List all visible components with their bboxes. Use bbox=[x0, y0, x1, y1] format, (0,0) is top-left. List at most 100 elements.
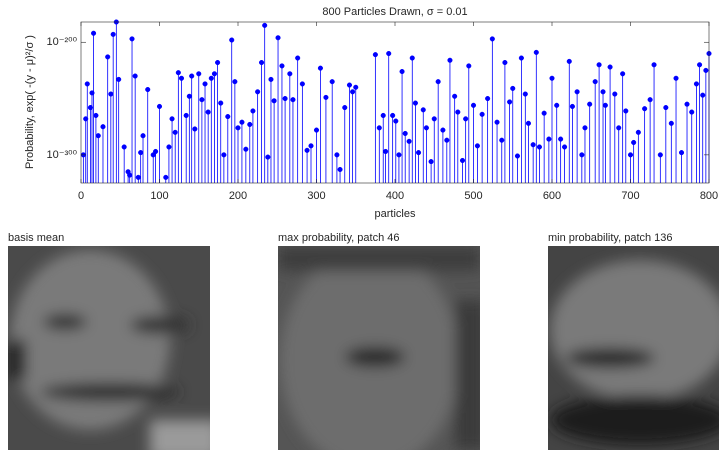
stem-marker bbox=[243, 146, 249, 152]
stem-marker bbox=[189, 73, 195, 79]
stem-marker bbox=[265, 154, 271, 160]
stem-marker bbox=[221, 152, 227, 158]
stem-marker bbox=[507, 99, 513, 105]
stem-marker bbox=[95, 133, 101, 139]
stem-marker bbox=[350, 89, 356, 95]
stem-marker bbox=[579, 152, 585, 158]
stem-marker bbox=[459, 157, 466, 164]
stem-marker bbox=[466, 63, 472, 69]
x-tick-label: 800 bbox=[700, 190, 718, 202]
stem-marker bbox=[153, 148, 159, 155]
stem-marker bbox=[558, 136, 564, 142]
stem-marker bbox=[163, 174, 169, 180]
stem-marker bbox=[110, 31, 116, 37]
stem-marker bbox=[282, 96, 288, 102]
stem-marker bbox=[279, 63, 285, 69]
stem-marker bbox=[700, 92, 706, 98]
stem-marker bbox=[275, 35, 281, 41]
stem-marker bbox=[627, 152, 634, 158]
stem-marker bbox=[522, 91, 528, 97]
stem-marker bbox=[218, 100, 224, 106]
stem-marker bbox=[616, 125, 622, 131]
stem-marker bbox=[620, 71, 626, 77]
x-axis-label: particles bbox=[375, 208, 416, 220]
stem-marker bbox=[172, 129, 178, 135]
stem-marker bbox=[239, 119, 245, 125]
stem-marker bbox=[186, 93, 192, 99]
x-tick-label: 500 bbox=[464, 190, 482, 202]
stem-marker bbox=[390, 112, 396, 118]
stem-marker bbox=[250, 108, 256, 114]
stem-marker bbox=[623, 108, 629, 114]
stem-marker bbox=[199, 97, 205, 103]
stem-marker bbox=[255, 89, 261, 95]
plot-area bbox=[81, 22, 709, 183]
image-title: min probability, patch 136 bbox=[548, 232, 673, 244]
stem-marker bbox=[574, 89, 580, 95]
image-max-probability bbox=[278, 246, 480, 450]
stem-marker bbox=[105, 54, 111, 60]
stem-marker bbox=[380, 112, 386, 118]
stem-marker bbox=[612, 91, 618, 97]
stem-marker bbox=[87, 105, 93, 111]
stem-marker bbox=[592, 79, 598, 85]
stem-marker bbox=[329, 79, 335, 85]
stem-marker bbox=[600, 89, 606, 95]
stem-marker bbox=[587, 101, 593, 107]
stem-marker bbox=[602, 102, 608, 108]
stem-marker bbox=[409, 55, 415, 61]
stem-marker bbox=[127, 172, 133, 178]
stem-marker bbox=[697, 62, 703, 68]
stem-marker bbox=[684, 101, 690, 107]
stem-marker bbox=[455, 109, 461, 115]
stem-marker bbox=[211, 71, 217, 77]
stem-marker bbox=[562, 144, 568, 150]
stem-marker bbox=[631, 139, 637, 146]
stem-marker bbox=[514, 153, 521, 159]
stem-marker bbox=[463, 116, 469, 122]
stem-marker bbox=[530, 142, 536, 148]
stem-marker bbox=[393, 118, 399, 124]
stem-marker bbox=[225, 114, 231, 120]
stem-marker bbox=[510, 85, 516, 91]
stem-marker bbox=[299, 81, 305, 87]
stem-marker bbox=[502, 59, 508, 66]
stem-marker bbox=[485, 96, 491, 102]
stem-marker bbox=[412, 100, 418, 106]
stem-marker bbox=[673, 75, 679, 81]
stem-marker bbox=[416, 150, 422, 156]
stem-marker bbox=[100, 124, 106, 130]
stem-marker bbox=[175, 70, 181, 76]
chart-title: 800 Particles Drawn, σ = 0.01 bbox=[322, 6, 467, 18]
stem-marker bbox=[541, 110, 547, 116]
stem-marker bbox=[566, 58, 572, 64]
x-tick-label: 400 bbox=[386, 190, 404, 202]
stem-marker bbox=[372, 52, 378, 58]
stem-marker bbox=[554, 102, 560, 108]
stem-marker bbox=[247, 121, 253, 128]
stem-marker bbox=[323, 94, 329, 100]
stem-marker bbox=[569, 103, 575, 109]
stem-marker bbox=[304, 147, 310, 153]
stem-marker bbox=[178, 75, 185, 81]
stem-marker bbox=[129, 36, 135, 42]
stem-marker bbox=[657, 152, 663, 158]
x-tick-label: 300 bbox=[307, 190, 325, 202]
stem-marker bbox=[342, 105, 348, 111]
stem-marker bbox=[668, 120, 674, 126]
stem-marker bbox=[89, 90, 95, 96]
stem-marker bbox=[533, 49, 539, 55]
stem-marker bbox=[91, 30, 97, 36]
stem-marker bbox=[402, 130, 408, 137]
stem-marker bbox=[452, 93, 458, 99]
stem-marker bbox=[470, 102, 477, 108]
stem-marker bbox=[313, 127, 320, 133]
stem-marker bbox=[447, 57, 453, 63]
stem-marker bbox=[582, 125, 588, 131]
stem-marker bbox=[489, 36, 495, 42]
stem-marker bbox=[353, 84, 359, 90]
stem-marker bbox=[474, 143, 480, 149]
stem-marker bbox=[156, 103, 163, 109]
image-title: max probability, patch 46 bbox=[278, 232, 399, 244]
